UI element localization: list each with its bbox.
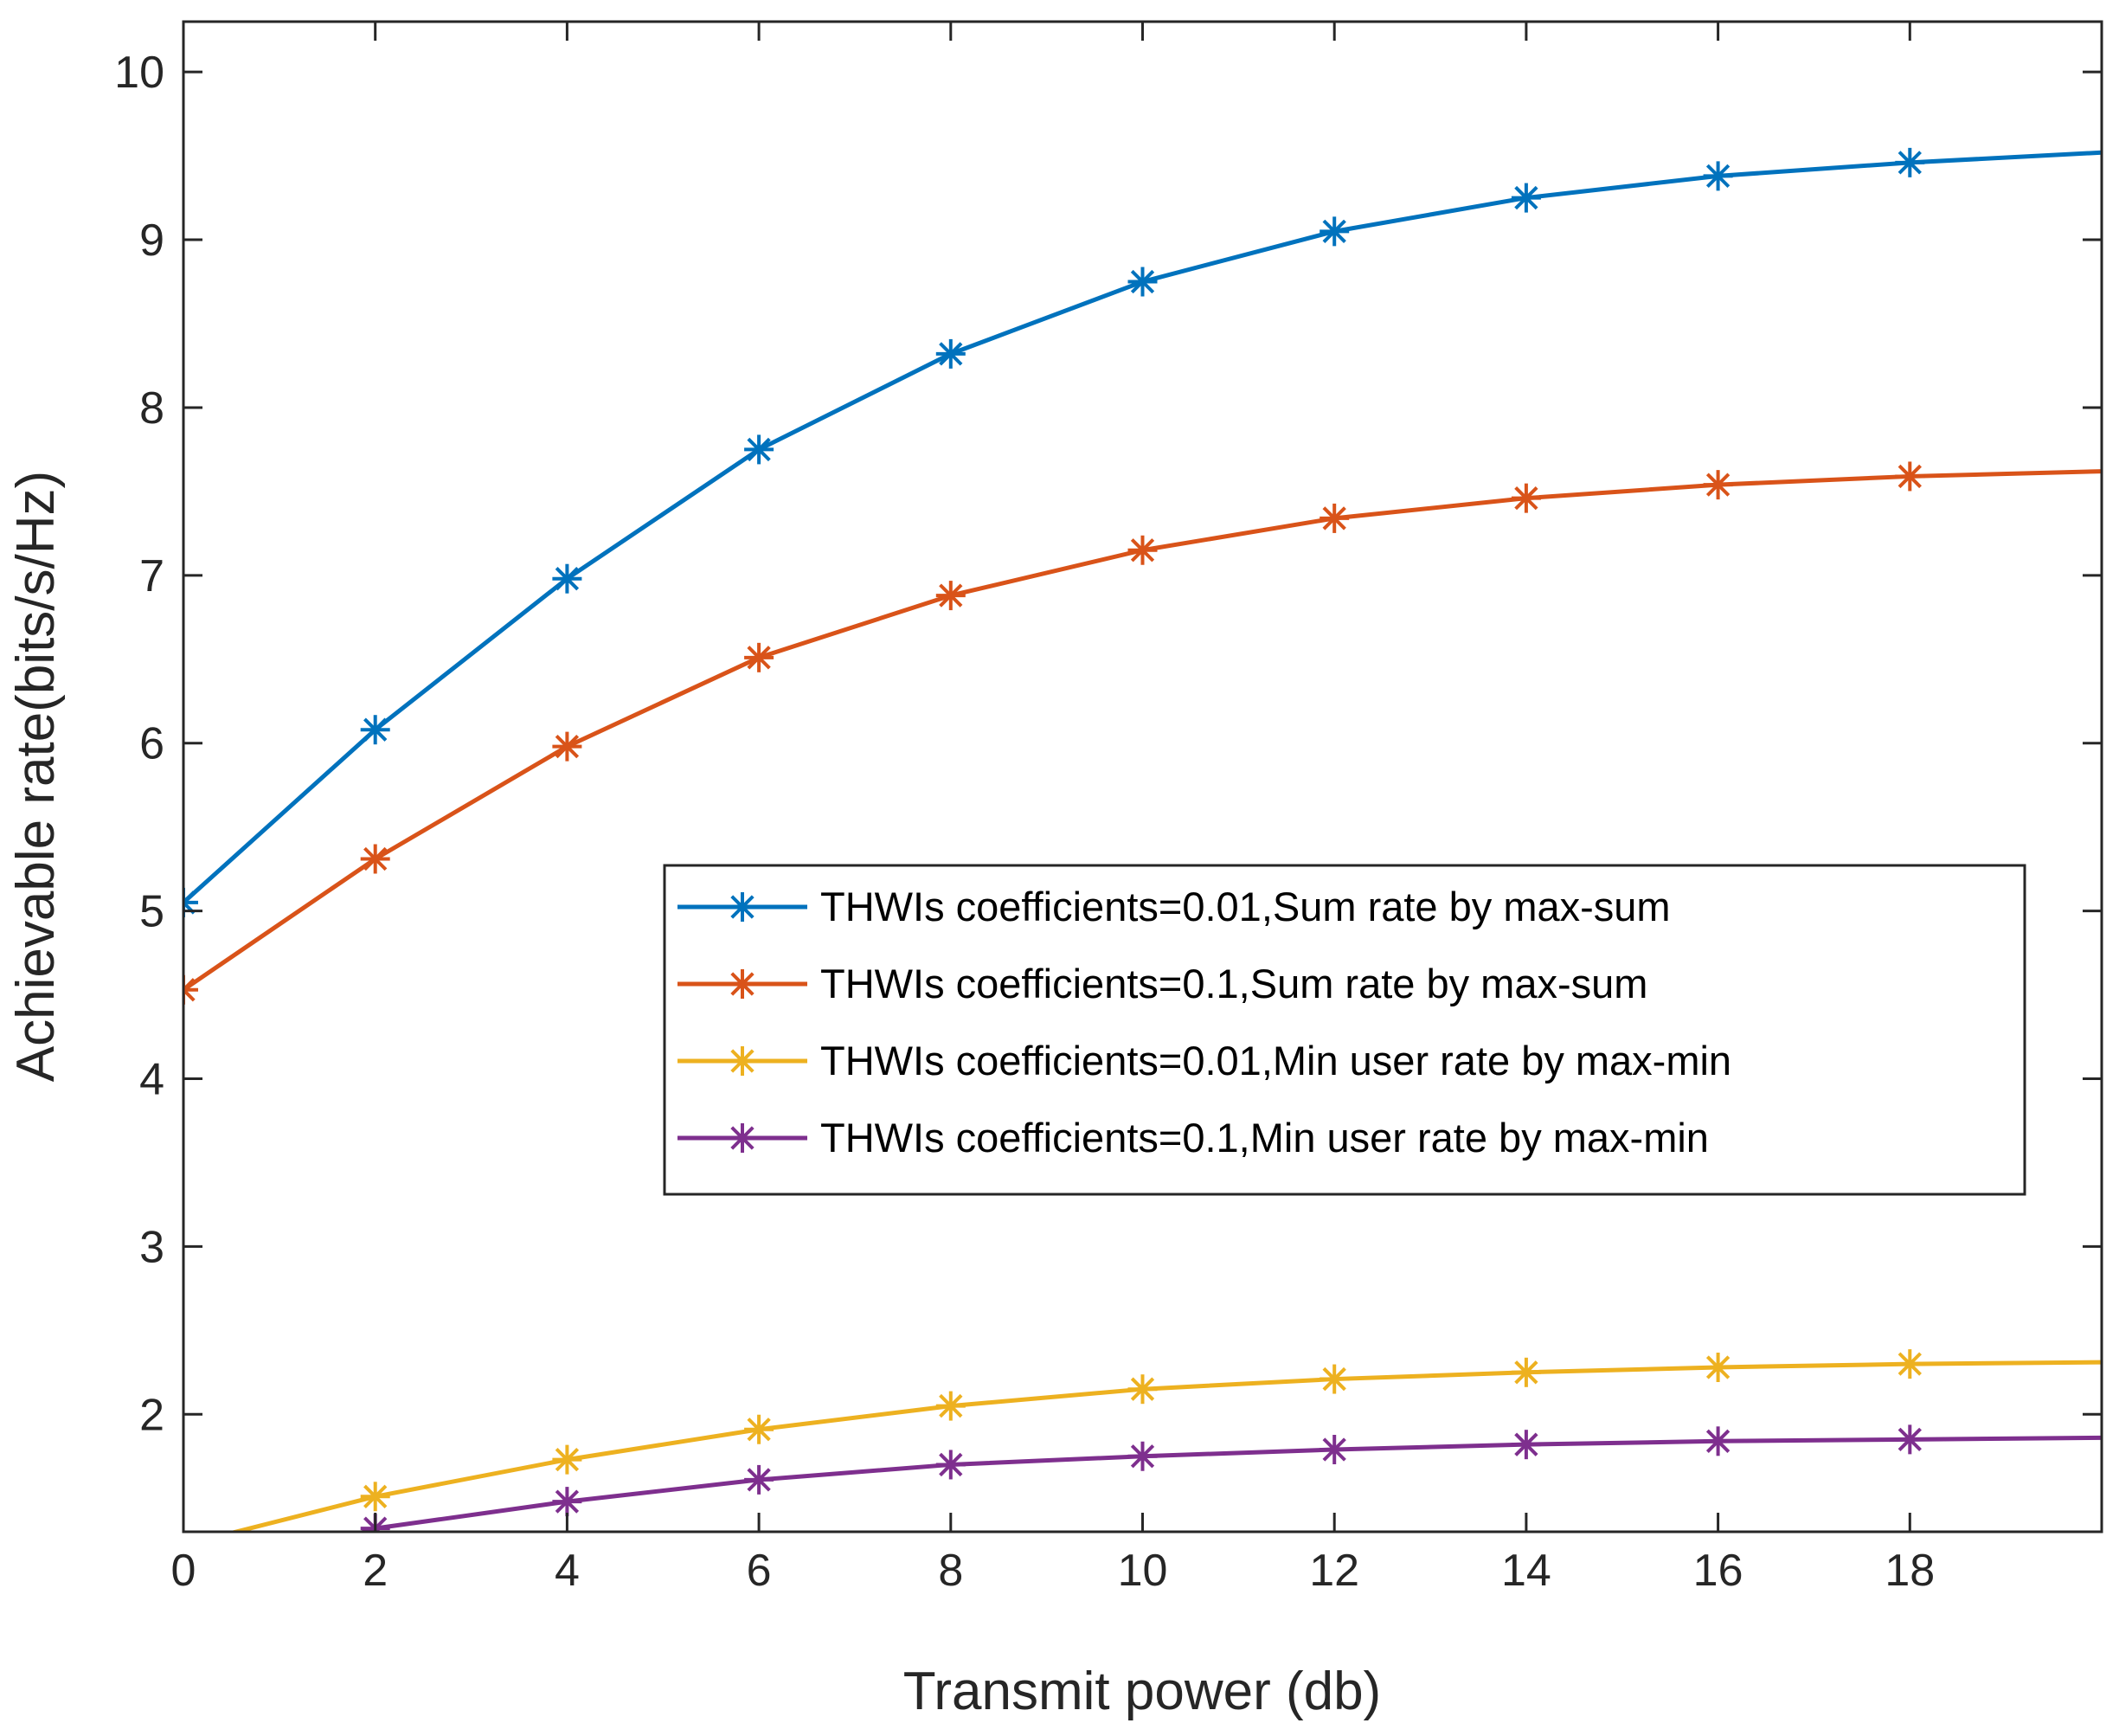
data-point-marker: [744, 642, 774, 672]
legend-label: THWIs coefficients=0.01,Min user rate by…: [820, 1038, 1731, 1083]
x-tick-label: 0: [171, 1546, 196, 1596]
legend-box: [663, 864, 2026, 1196]
data-point-marker: [183, 887, 198, 917]
data-point-marker: [360, 1482, 390, 1512]
legend-label: THWIs coefficients=0.01,Sum rate by max-…: [820, 884, 1671, 929]
data-point-marker: [1895, 461, 1925, 492]
x-tick-label: 14: [1501, 1546, 1551, 1596]
data-point-marker: [1703, 1426, 1733, 1456]
data-point-marker: [1511, 483, 1541, 513]
series-3: [183, 1349, 2102, 1532]
legend-entry: THWIs coefficients=0.1,Sum rate by max-s…: [677, 961, 1647, 1006]
series-layer: [183, 147, 2102, 1532]
legend-label: THWIs coefficients=0.1,Min user rate by …: [820, 1115, 1709, 1161]
tick-layer: 0 2 4 6 8 10 12 14 16 18 2 3 4 5 6 7 8 9 10: [114, 22, 2102, 1596]
x-tick-label: 2: [363, 1546, 388, 1596]
data-point-marker: [1127, 267, 1158, 297]
legend-marker: [728, 892, 757, 922]
data-point-marker: [1127, 535, 1158, 565]
data-point-marker: [552, 731, 582, 762]
legend-entry: THWIs coefficients=0.01,Sum rate by max-…: [677, 884, 1671, 929]
x-tick-label: 8: [938, 1546, 963, 1596]
x-tick-label: 18: [1885, 1546, 1935, 1596]
data-point-marker: [360, 715, 390, 745]
y-tick-label: 4: [139, 1055, 164, 1105]
data-point-marker: [744, 1414, 774, 1444]
legend-marker: [728, 1046, 757, 1076]
x-tick-label: 10: [1118, 1546, 1168, 1596]
data-point-marker: [1895, 1349, 1925, 1379]
data-point-marker: [1320, 216, 1350, 247]
data-point-marker: [1127, 1374, 1158, 1405]
data-point-marker: [1320, 1364, 1350, 1394]
x-tick-label: 6: [747, 1546, 772, 1596]
data-point-marker: [360, 844, 390, 874]
y-tick-label: 7: [139, 551, 164, 601]
data-point-marker: [744, 1464, 774, 1495]
y-tick-label: 3: [139, 1222, 164, 1272]
data-point-marker: [935, 338, 966, 369]
data-point-marker: [552, 1487, 582, 1517]
data-point-marker: [1127, 1441, 1158, 1471]
data-point-marker: [1895, 1424, 1925, 1455]
series-4: [356, 1424, 2102, 1532]
x-tick-label: 16: [1693, 1546, 1743, 1596]
y-tick-label: 6: [139, 719, 164, 769]
data-point-marker: [935, 581, 966, 611]
y-tick-label: 2: [139, 1390, 164, 1440]
y-axis-title: Achievable rate(bits/s/Hz): [6, 471, 66, 1082]
data-point-marker: [1320, 1434, 1350, 1464]
legend: THWIs coefficients=0.01,Sum rate by max-…: [663, 864, 2026, 1196]
series-1: [183, 147, 2102, 917]
y-tick-label: 8: [139, 383, 164, 434]
legend-marker: [728, 1123, 757, 1153]
y-tick-label: 9: [139, 215, 164, 266]
data-point-marker: [1511, 1357, 1541, 1387]
x-axis-title: Transmit power (db): [903, 1662, 1381, 1721]
data-point-marker: [1320, 503, 1350, 533]
legend-marker: [728, 969, 757, 999]
data-point-marker: [183, 974, 198, 1005]
data-point-marker: [552, 563, 582, 594]
legend-label: THWIs coefficients=0.1,Sum rate by max-s…: [820, 961, 1647, 1006]
data-point-marker: [935, 1391, 966, 1421]
y-tick-label: 10: [114, 48, 164, 98]
legend-entry: THWIs coefficients=0.01,Min user rate by…: [677, 1038, 1731, 1083]
data-point-marker: [1511, 183, 1541, 213]
data-point-marker: [1703, 470, 1733, 500]
data-point-marker: [1895, 147, 1925, 177]
data-point-marker: [1703, 1352, 1733, 1382]
x-tick-label: 12: [1309, 1546, 1359, 1596]
y-tick-label: 5: [139, 887, 164, 937]
x-tick-label: 4: [555, 1546, 580, 1596]
data-point-marker: [552, 1444, 582, 1475]
series-2: [183, 461, 2102, 1005]
data-point-marker: [1511, 1430, 1541, 1460]
data-point-marker: [744, 434, 774, 465]
legend-entry: THWIs coefficients=0.1,Min user rate by …: [677, 1115, 1709, 1161]
data-point-marker: [1703, 161, 1733, 191]
data-point-marker: [935, 1450, 966, 1480]
plot-area: [183, 22, 2102, 1532]
